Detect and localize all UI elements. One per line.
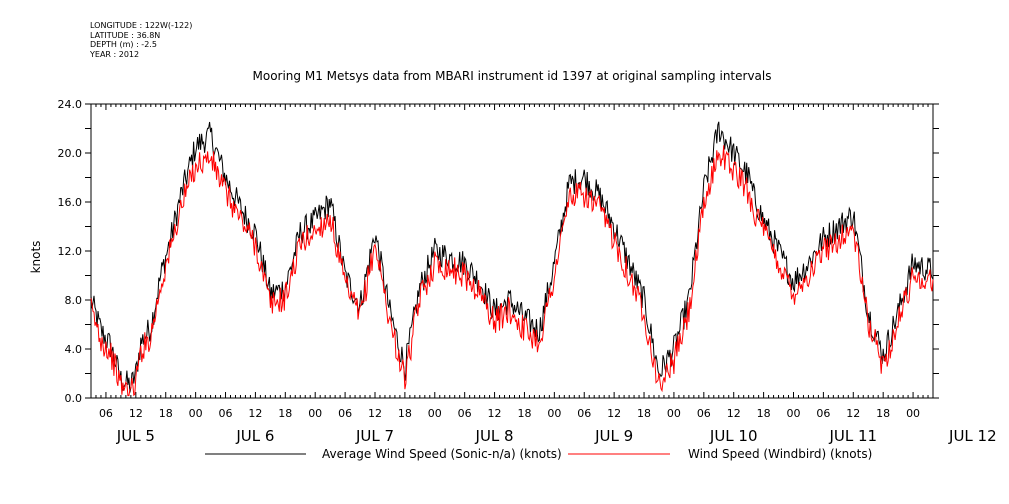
x-tick-label: 06 bbox=[577, 407, 591, 420]
y-tick-label: 16.0 bbox=[58, 196, 83, 209]
x-tick-label: 12 bbox=[129, 407, 143, 420]
latitude-text: LATITUDE : 36.8N bbox=[90, 30, 161, 40]
series-line-sonic bbox=[90, 121, 934, 393]
x-tick-label: 06 bbox=[816, 407, 830, 420]
x-tick-label: 18 bbox=[757, 407, 771, 420]
x-tick-label: 00 bbox=[667, 407, 681, 420]
y-tick-labels: 0.0 4.0 8.0 12.0 16.0 20.0 24.0 bbox=[58, 98, 83, 405]
y-tick-label: 12.0 bbox=[58, 245, 83, 258]
day-label: JUL 5 bbox=[116, 427, 155, 445]
series-lines bbox=[90, 121, 934, 397]
y-tick-label: 0.0 bbox=[65, 392, 83, 405]
x-tick-label: 12 bbox=[607, 407, 621, 420]
day-label: JUL 9 bbox=[594, 427, 633, 445]
axis-ticks bbox=[85, 103, 939, 399]
year-text: YEAR : 2012 bbox=[90, 49, 140, 59]
series-line-windbird bbox=[90, 145, 934, 397]
metadata-block: LONGITUDE : 122W(-122) LATITUDE : 36.8N … bbox=[90, 21, 192, 59]
day-label: JUL 8 bbox=[475, 427, 514, 445]
x-tick-label: 12 bbox=[727, 407, 741, 420]
day-label: JUL 6 bbox=[235, 427, 274, 445]
x-tick-label: 12 bbox=[488, 407, 502, 420]
x-tick-label: 18 bbox=[398, 407, 412, 420]
y-axis-label: knots bbox=[29, 241, 43, 274]
x-tick-labels: 06 12 18 00 06 12 18 00 06 12 18 00 06 12 18 00 06 12 18 00… bbox=[99, 407, 920, 420]
x-tick-label: 00 bbox=[547, 407, 561, 420]
depth-text: DEPTH (m) : -2.5 bbox=[90, 40, 157, 49]
x-tick-label: 18 bbox=[517, 407, 531, 420]
x-tick-label: 00 bbox=[189, 407, 203, 420]
day-label: JUL 10 bbox=[709, 427, 758, 445]
x-tick-label: 18 bbox=[876, 407, 890, 420]
x-tick-label: 18 bbox=[159, 407, 173, 420]
legend-label-windbird: Wind Speed (Windbird) (knots) bbox=[688, 447, 872, 461]
x-tick-label: 12 bbox=[248, 407, 262, 420]
x-tick-label: 00 bbox=[428, 407, 442, 420]
x-tick-label: 06 bbox=[219, 407, 233, 420]
longitude-text: LONGITUDE : 122W(-122) bbox=[90, 21, 193, 30]
legend-label-sonic: Average Wind Speed (Sonic-n/a) (knots) bbox=[322, 447, 562, 461]
legend: Average Wind Speed (Sonic-n/a) (knots) W… bbox=[205, 447, 872, 461]
y-tick-label: 20.0 bbox=[58, 147, 83, 160]
x-tick-label: 18 bbox=[637, 407, 651, 420]
day-label: JUL 12 bbox=[948, 427, 997, 445]
x-tick-label: 18 bbox=[278, 407, 292, 420]
x-tick-label: 00 bbox=[308, 407, 322, 420]
day-labels: JUL 5 JUL 6 JUL 7 JUL 8 JUL 9 JUL 10 JUL 11 JUL… bbox=[116, 427, 997, 445]
x-tick-label: 06 bbox=[338, 407, 352, 420]
y-tick-label: 8.0 bbox=[65, 294, 83, 307]
x-tick-label: 06 bbox=[697, 407, 711, 420]
day-label: JUL 11 bbox=[828, 427, 877, 445]
x-tick-label: 12 bbox=[846, 407, 860, 420]
y-tick-label: 4.0 bbox=[65, 343, 83, 356]
x-tick-label: 12 bbox=[368, 407, 382, 420]
y-tick-label: 24.0 bbox=[58, 98, 83, 111]
chart-title: Mooring M1 Metsys data from MBARI instru… bbox=[253, 69, 772, 83]
x-tick-label: 06 bbox=[99, 407, 113, 420]
x-tick-label: 00 bbox=[906, 407, 920, 420]
x-tick-label: 00 bbox=[786, 407, 800, 420]
x-tick-label: 06 bbox=[458, 407, 472, 420]
day-label: JUL 7 bbox=[355, 427, 394, 445]
